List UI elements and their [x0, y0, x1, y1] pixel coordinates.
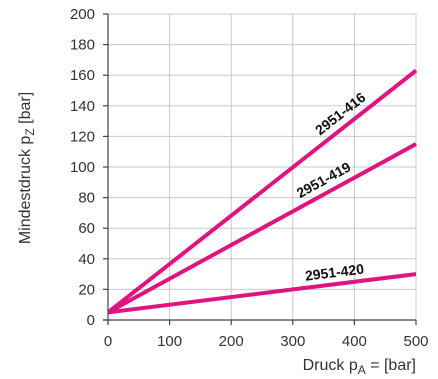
y-tick-label-160: 160 [70, 67, 95, 84]
x-tick-label-100: 100 [157, 333, 182, 350]
y-tick-label-140: 140 [70, 98, 95, 115]
series-label-2951-420: 2951-420 [304, 261, 365, 284]
y-tick-label-60: 60 [78, 220, 95, 237]
tick-labels: 0 20 40 60 80 100 120 140 160 180 200 0 100 200 300 400… [70, 6, 429, 350]
x-tick-label-400: 400 [342, 333, 367, 350]
axes [103, 13, 417, 325]
grid [108, 13, 417, 320]
x-axis-title-sub: A [358, 363, 366, 377]
x-tick-label-300: 300 [280, 333, 305, 350]
y-tick-label-180: 180 [70, 37, 95, 54]
y-axis-title: Mindestdruck pZ [bar] [17, 92, 37, 244]
series-line-2951-419 [107, 142, 417, 315]
y-tick-label-80: 80 [78, 190, 95, 207]
series-line-2951-416 [106, 69, 418, 314]
y-tick-label-0: 0 [87, 312, 95, 329]
y-tick-label-100: 100 [70, 159, 95, 176]
y-tick-label-40: 40 [78, 251, 95, 268]
x-axis-title-main: Druck p [303, 357, 358, 374]
y-axis-title-sub: Z [23, 128, 37, 135]
series-line-2951-420 [107, 272, 417, 315]
y-tick-label-120: 120 [70, 128, 95, 145]
x-axis-title: Druck pA = [bar] [303, 357, 416, 377]
y-axis-title-rest: [bar] [17, 92, 34, 128]
y-tick-label-200: 200 [70, 6, 95, 23]
series-lines [106, 69, 418, 315]
y-axis-title-main: Mindestdruck p [17, 136, 34, 245]
x-tick-label-500: 500 [403, 333, 428, 350]
x-axis-title-rest: = [bar] [366, 357, 416, 374]
x-tick-label-200: 200 [219, 333, 244, 350]
y-tick-label-20: 20 [78, 281, 95, 298]
x-tick-label-0: 0 [104, 333, 112, 350]
